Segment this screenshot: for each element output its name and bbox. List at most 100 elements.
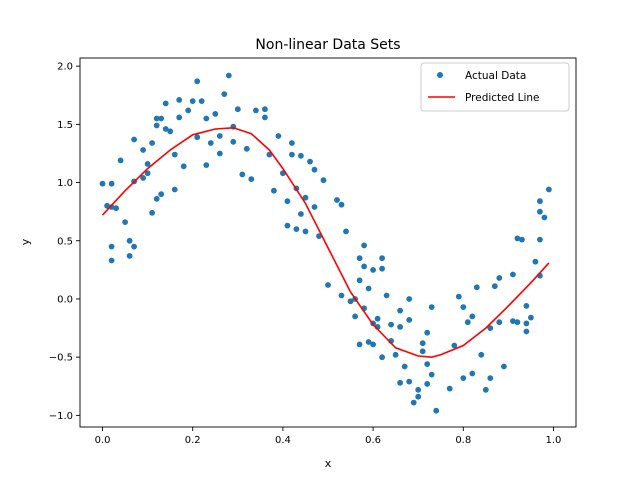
data-point-52 [253,107,259,114]
data-point-84 [356,255,363,262]
data-point-12 [131,243,138,250]
data-point-29 [171,186,178,193]
data-point-138 [510,271,516,278]
data-point-147 [537,236,543,243]
data-point-116 [424,381,431,387]
data-point-2 [108,204,115,210]
data-point-36 [194,134,201,141]
x-axis-label: x [325,457,332,470]
data-point-93 [374,315,381,322]
data-point-47 [230,138,237,145]
data-point-40 [207,140,214,146]
data-point-127 [469,370,476,377]
data-point-101 [392,351,399,358]
data-point-32 [180,163,187,170]
legend: Actual Data Predicted Line [420,62,570,112]
data-point-103 [397,379,403,386]
data-point-109 [410,399,417,406]
data-point-125 [464,319,471,326]
data-point-104 [397,324,403,330]
data-point-123 [460,304,467,310]
data-point-117 [428,304,435,310]
y-tick-label: 1.0 [57,178,73,189]
data-point-106 [406,378,413,385]
data-point-5 [108,257,115,264]
data-point-90 [370,341,376,348]
data-point-92 [370,267,376,273]
data-point-45 [225,72,232,79]
data-point-31 [176,114,183,121]
data-point-88 [365,339,372,345]
data-point-122 [455,293,462,300]
y-tick-label: 2.0 [57,62,73,73]
data-point-114 [424,329,431,336]
data-point-105 [401,363,408,370]
data-point-48 [234,106,241,113]
data-point-22 [153,195,160,202]
data-point-39 [203,162,210,169]
data-point-43 [216,150,223,157]
data-point-144 [523,328,530,335]
data-point-87 [361,263,367,270]
data-point-112 [419,340,426,347]
data-point-141 [519,236,525,243]
data-point-133 [491,283,498,290]
legend-label-actual-data: Actual Data [465,70,526,82]
data-point-7 [117,157,124,164]
y-tick-label: −1.0 [49,411,73,422]
data-point-82 [356,341,363,348]
data-point-14 [140,147,147,153]
data-point-85 [361,242,367,249]
data-point-53 [262,106,268,113]
data-point-54 [262,114,268,121]
data-point-20 [153,115,160,122]
data-point-108 [406,296,413,302]
data-point-76 [338,201,345,208]
data-point-79 [347,298,354,305]
data-point-26 [162,126,169,132]
data-point-64 [293,226,300,233]
data-point-33 [185,107,192,114]
data-point-75 [334,197,340,203]
data-point-110 [415,386,422,393]
data-point-59 [284,198,291,205]
data-point-149 [537,208,543,215]
data-point-78 [343,228,349,235]
data-point-68 [302,228,309,235]
data-point-107 [406,317,413,323]
data-point-128 [473,284,480,291]
data-point-120 [446,385,453,392]
data-point-18 [149,209,156,216]
data-point-62 [289,151,295,158]
data-point-27 [167,128,174,135]
data-point-132 [487,375,494,381]
data-point-137 [510,318,516,324]
data-point-81 [352,313,358,320]
data-point-60 [284,222,291,229]
chart-title: Non-linear Data Sets [255,37,400,53]
data-point-70 [311,204,318,210]
data-point-65 [298,152,304,159]
y-tick-label: 0.0 [57,294,73,305]
data-point-17 [144,170,151,177]
data-point-44 [221,91,228,97]
legend-label-predicted-line: Predicted Line [465,92,540,104]
data-point-71 [311,166,318,173]
predicted-line [101,126,550,359]
data-point-9 [126,237,133,244]
data-point-8 [122,219,128,226]
data-point-146 [532,258,539,265]
x-tick-label: 0.2 [185,435,201,446]
data-point-95 [379,255,385,262]
data-point-73 [320,177,327,184]
x-tick-label: 0.6 [365,435,381,446]
data-point-143 [523,320,530,327]
data-point-72 [316,233,322,240]
data-point-119 [433,407,440,414]
data-point-134 [496,319,503,326]
data-point-6 [113,205,119,212]
data-point-35 [194,78,201,85]
data-point-140 [514,235,521,242]
data-point-97 [379,354,385,361]
